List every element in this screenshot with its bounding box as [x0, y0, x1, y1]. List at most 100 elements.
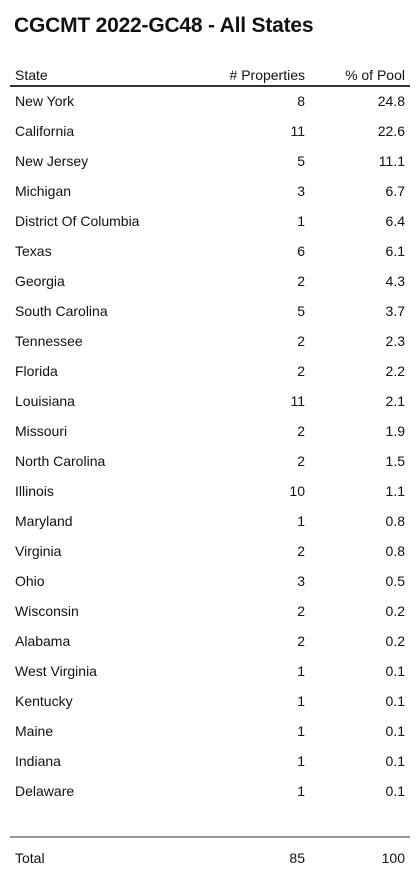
cell-properties: 1: [297, 663, 305, 679]
cell-state: South Carolina: [15, 303, 108, 319]
states-table: State # Properties % of Pool New York 8 …: [10, 64, 410, 874]
cell-state: Georgia: [15, 273, 65, 289]
cell-pool: 6.7: [385, 183, 405, 199]
cell-properties: 2: [297, 603, 305, 619]
cell-state: Tennessee: [15, 333, 83, 349]
cell-pool: 0.5: [385, 573, 405, 589]
table-row: Texas 6 6.1: [10, 237, 410, 267]
cell-state: Maine: [15, 723, 54, 739]
table-body: New York 8 24.8 California 11 22.6 New J…: [10, 87, 410, 807]
cell-properties: 2: [297, 453, 305, 469]
table-row: Ohio 3 0.5: [10, 567, 410, 597]
cell-pool: 0.8: [385, 513, 405, 529]
table-row: North Carolina 2 1.5: [10, 447, 410, 477]
cell-state: North Carolina: [15, 453, 106, 469]
table-row: Florida 2 2.2: [10, 357, 410, 387]
cell-pool: 24.8: [377, 93, 405, 109]
cell-properties: 3: [297, 573, 305, 589]
cell-pool: 6.4: [385, 213, 405, 229]
cell-state: Wisconsin: [15, 603, 79, 619]
cell-properties: 2: [297, 273, 305, 289]
table-row: Illinois 10 1.1: [10, 477, 410, 507]
table-row: Tennessee 2 2.3: [10, 327, 410, 357]
column-header-properties: # Properties: [229, 67, 305, 83]
cell-properties: 1: [297, 693, 305, 709]
table-row: New York 8 24.8: [10, 87, 410, 117]
table-row: Missouri 2 1.9: [10, 417, 410, 447]
cell-properties: 1: [297, 513, 305, 529]
cell-state: District Of Columbia: [15, 213, 140, 229]
cell-properties: 11: [290, 393, 305, 409]
cell-properties: 1: [297, 753, 305, 769]
cell-state: California: [15, 123, 75, 139]
cell-state: Kentucky: [15, 693, 73, 709]
cell-pool: 2.3: [385, 333, 405, 349]
cell-pool: 0.1: [385, 723, 405, 739]
cell-properties: 2: [297, 363, 305, 379]
table-row: Maryland 1 0.8: [10, 507, 410, 537]
total-pool: 100: [381, 850, 405, 866]
table-row: California 11 22.6: [10, 117, 410, 147]
cell-properties: 1: [297, 213, 305, 229]
table-header: State # Properties % of Pool: [10, 64, 410, 87]
table-row: Delaware 1 0.1: [10, 777, 410, 807]
table-row: South Carolina 5 3.7: [10, 297, 410, 327]
cell-state: West Virginia: [15, 663, 97, 679]
cell-properties: 5: [297, 153, 305, 169]
cell-state: Missouri: [15, 423, 68, 439]
cell-pool: 1.5: [385, 453, 405, 469]
cell-properties: 10: [289, 483, 305, 499]
cell-state: Texas: [15, 243, 52, 259]
table-row: Maine 1 0.1: [10, 717, 410, 747]
cell-pool: 1.1: [385, 483, 405, 499]
table-row: West Virginia 1 0.1: [10, 657, 410, 687]
table-row: Louisiana 11 2.1: [10, 387, 410, 417]
cell-pool: 22.6: [377, 123, 405, 139]
cell-pool: 3.7: [385, 303, 405, 319]
table-row: Alabama 2 0.2: [10, 627, 410, 657]
cell-state: Maryland: [15, 513, 73, 529]
table-row: Virginia 2 0.8: [10, 537, 410, 567]
table-row: Michigan 3 6.7: [10, 177, 410, 207]
table-row: New Jersey 5 11.1: [10, 147, 410, 177]
cell-state: Delaware: [15, 783, 75, 799]
cell-properties: 2: [297, 633, 305, 649]
total-label: Total: [15, 850, 45, 866]
cell-state: Louisiana: [15, 393, 75, 409]
table-row: Georgia 2 4.3: [10, 267, 410, 297]
cell-pool: 0.2: [385, 633, 405, 649]
cell-properties: 1: [297, 723, 305, 739]
cell-state: Michigan: [15, 183, 72, 199]
cell-state: Ohio: [15, 573, 45, 589]
cell-properties: 2: [297, 423, 305, 439]
table-row: Indiana 1 0.1: [10, 747, 410, 777]
cell-state: New Jersey: [15, 153, 89, 169]
cell-properties: 5: [297, 303, 305, 319]
cell-state: Alabama: [15, 633, 71, 649]
total-properties: 85: [289, 850, 305, 866]
cell-properties: 2: [297, 543, 305, 559]
table-row: Wisconsin 2 0.2: [10, 597, 410, 627]
cell-pool: 1.9: [385, 423, 405, 439]
cell-pool: 6.1: [385, 243, 405, 259]
cell-pool: 4.3: [385, 273, 405, 289]
cell-properties: 11: [290, 123, 305, 139]
cell-pool: 0.2: [385, 603, 405, 619]
cell-state: New York: [15, 93, 75, 109]
cell-state: Indiana: [15, 753, 61, 769]
total-row: Total 85 100: [10, 836, 410, 874]
table-row: District Of Columbia 1 6.4: [10, 207, 410, 237]
table-spacer: [10, 807, 410, 836]
cell-properties: 3: [297, 183, 305, 199]
cell-properties: 8: [297, 93, 305, 109]
cell-pool: 0.1: [385, 693, 405, 709]
cell-pool: 0.1: [385, 783, 405, 799]
cell-pool: 2.2: [385, 363, 405, 379]
cell-properties: 2: [297, 333, 305, 349]
column-header-pool: % of Pool: [345, 67, 405, 83]
cell-pool: 2.1: [385, 393, 405, 409]
cell-state: Virginia: [15, 543, 62, 559]
table-row: Kentucky 1 0.1: [10, 687, 410, 717]
cell-properties: 6: [297, 243, 305, 259]
cell-pool: 0.1: [385, 663, 405, 679]
